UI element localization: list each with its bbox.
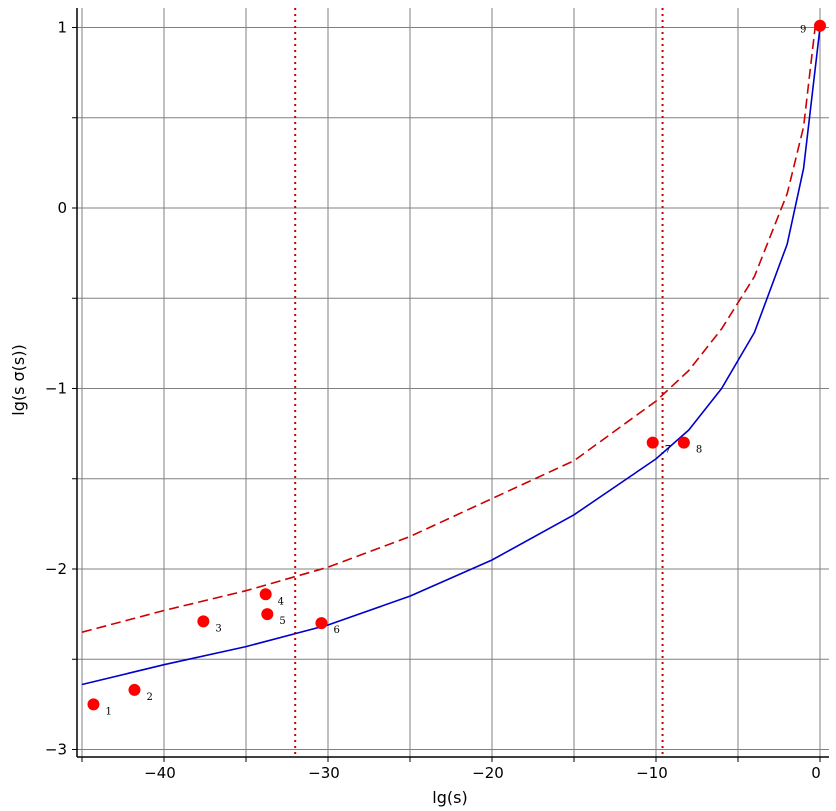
data-point-label: 9 [800,25,806,36]
data-points: 1 2 3 4 5 6 7 8 9 [87,19,826,717]
x-tick-label: −40 [144,764,176,782]
data-point-label: 1 [105,706,111,717]
data-point [261,608,274,621]
reference-lines [294,8,664,757]
data-point [814,19,826,32]
data-point [87,698,100,711]
data-point-label: 3 [215,623,221,634]
grid [77,8,829,757]
data-point [259,588,272,601]
y-axis-title: lg(s σ(s)) [9,344,28,415]
solid-curve [81,27,821,686]
x-tick-label: −20 [472,764,504,782]
data-point [128,683,141,696]
y-tick-label: 0 [57,199,67,217]
data-point-label: 6 [333,625,339,636]
data-point-label: 4 [278,596,284,607]
x-tick-label: −10 [636,764,668,782]
y-tick-label: 1 [57,19,67,37]
data-point-label: 8 [696,445,702,456]
data-point [646,436,659,449]
dashed-curve [81,27,816,633]
y-tick-label: −1 [45,380,67,398]
axes: −40 −30 −20 −10 0−3−2−101 [45,8,829,782]
curves [81,27,821,686]
y-tick-label: −2 [45,560,67,578]
y-tick-label: −3 [45,741,67,759]
x-tick-label: −30 [308,764,340,782]
data-point-label: 5 [279,616,285,627]
data-point-label: 2 [146,692,152,703]
data-point-label: 7 [665,445,671,456]
x-axis-title: lg(s) [432,788,467,807]
data-point [677,436,690,449]
x-tick-label: 0 [811,764,821,782]
data-point [197,615,210,628]
data-point [315,617,328,630]
